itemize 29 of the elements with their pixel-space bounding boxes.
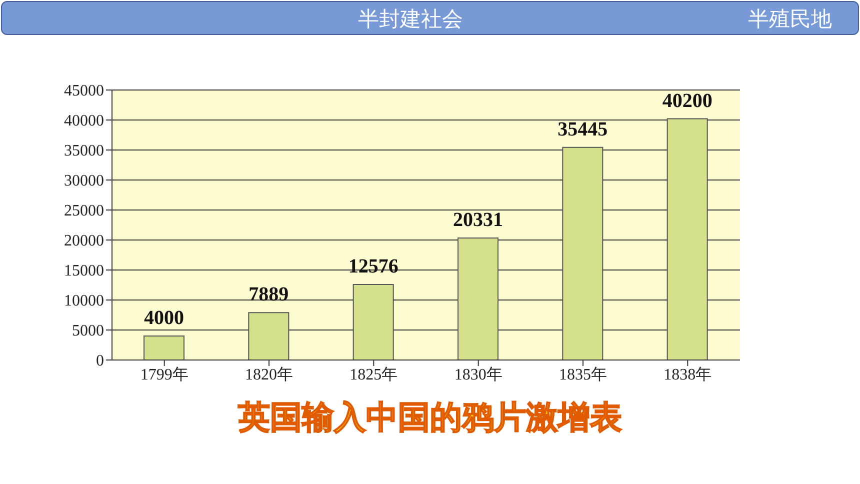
x-tick-label: 1825年 [350, 366, 398, 384]
data-label: 40200 [662, 90, 712, 112]
y-tick-label: 25000 [64, 202, 104, 220]
y-tick-label: 45000 [64, 82, 104, 100]
y-tick-label: 5000 [72, 322, 104, 340]
y-tick-label: 15000 [64, 262, 104, 280]
bar [666, 118, 708, 360]
bar [248, 312, 290, 360]
y-tick-label: 35000 [64, 142, 104, 160]
x-tick-label: 1835年 [559, 366, 607, 384]
text: 半封建社会 [358, 6, 463, 33]
bar [562, 146, 604, 360]
data-label: 35445 [558, 118, 608, 140]
x-tick-label: 1838年 [664, 366, 712, 384]
y-tick-label: 20000 [64, 232, 104, 250]
x-tick-label: 1830年 [454, 366, 502, 384]
text: 英国输入中国的鸦片激增表 [237, 397, 623, 438]
bar [458, 238, 498, 360]
y-tick-label: 30000 [64, 172, 104, 190]
text: 半殖民地 [748, 6, 832, 33]
bar [144, 336, 184, 360]
x-tick-label: 1799年 [140, 366, 188, 384]
x-tick-label: 1820年 [245, 366, 293, 384]
bar [352, 284, 394, 360]
y-tick-label: 0 [96, 352, 104, 370]
data-label: 20331 [453, 209, 503, 232]
y-tick-label: 40000 [64, 112, 104, 130]
y-tick-label: 10000 [64, 292, 104, 310]
data-label: 4000 [144, 307, 184, 329]
